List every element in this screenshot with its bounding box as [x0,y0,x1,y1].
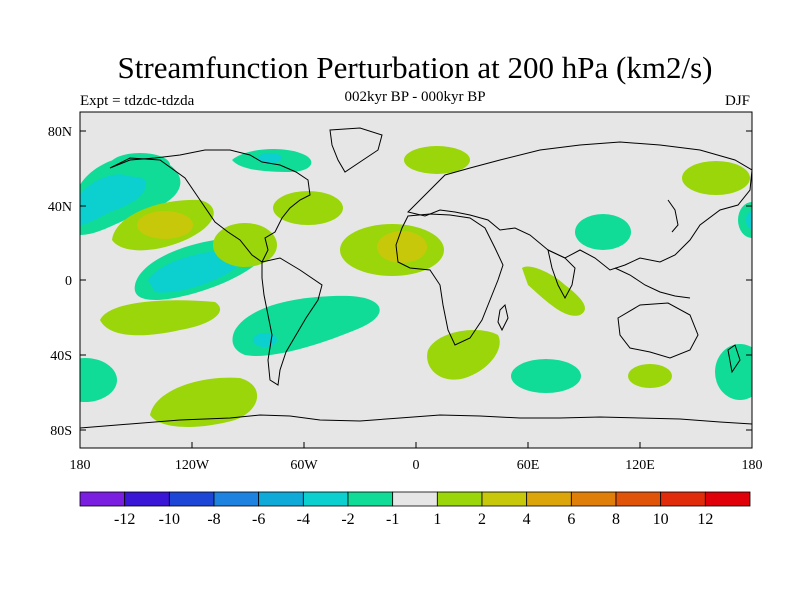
lat-tick-marks [80,130,752,431]
lat-label: 0 [65,274,72,289]
lon-label: 120W [175,458,210,473]
colorbar-label: -4 [297,511,310,528]
colorbar-label: 4 [523,511,531,528]
lat-label: 80N [48,125,72,140]
chart-title: Streamfunction Perturbation at 200 hPa (… [117,50,713,85]
colorbar-label: -8 [207,511,220,528]
colorbar-label: 10 [653,511,669,528]
colorbar-swatch [302,491,349,507]
lat-label: 80S [50,424,72,439]
lat-label: 40S [50,349,72,364]
colorbar-swatch [168,491,215,507]
colorbar-label: -10 [159,511,180,528]
lon-label: 60E [517,458,540,473]
colorbar-labels: -12 -10 -8 -6 -4 -2 -1 1 2 4 6 8 10 12 [114,511,713,528]
colorbar-swatch [660,491,706,507]
chart-subtitle: 002kyr BP - 000kyr BP [344,89,486,105]
colorbar-swatch [615,491,662,507]
colorbar-label: -12 [114,511,135,528]
colorbar-label: -2 [341,511,354,528]
colorbar-label: -6 [252,511,265,528]
colorbar-swatch [526,491,572,507]
season-label: DJF [724,93,750,109]
colorbar-swatch [79,491,126,507]
lon-label: 180 [70,458,91,473]
lat-label: 40N [48,200,72,215]
coastlines [80,127,752,429]
lon-label: 180 [742,458,763,473]
experiment-label: Expt = tdzdc-tdzda [80,93,195,109]
contour-fields [80,146,752,427]
colorbar-swatch [436,491,483,507]
lon-label: 120E [625,458,655,473]
colorbar-swatch [481,491,528,507]
colorbar-swatch [258,491,304,507]
colorbar-label: 12 [697,511,713,528]
colorbar-swatch [392,491,438,507]
colorbar-label: 8 [612,511,620,528]
colorbar-label: 6 [567,511,575,528]
colorbar-swatch [704,491,751,507]
colorbar-label: 2 [478,511,486,528]
colorbar-swatch [570,491,617,507]
colorbar-label: 1 [433,511,441,528]
colorbar-swatch [213,491,260,507]
colorbar-swatch [124,491,170,507]
lon-label: 0 [413,458,420,473]
colorbar [79,491,751,507]
colorbar-swatch [347,491,394,507]
colorbar-label: -1 [386,511,399,528]
lon-tick-marks [79,442,753,448]
lon-label: 60W [290,458,318,473]
